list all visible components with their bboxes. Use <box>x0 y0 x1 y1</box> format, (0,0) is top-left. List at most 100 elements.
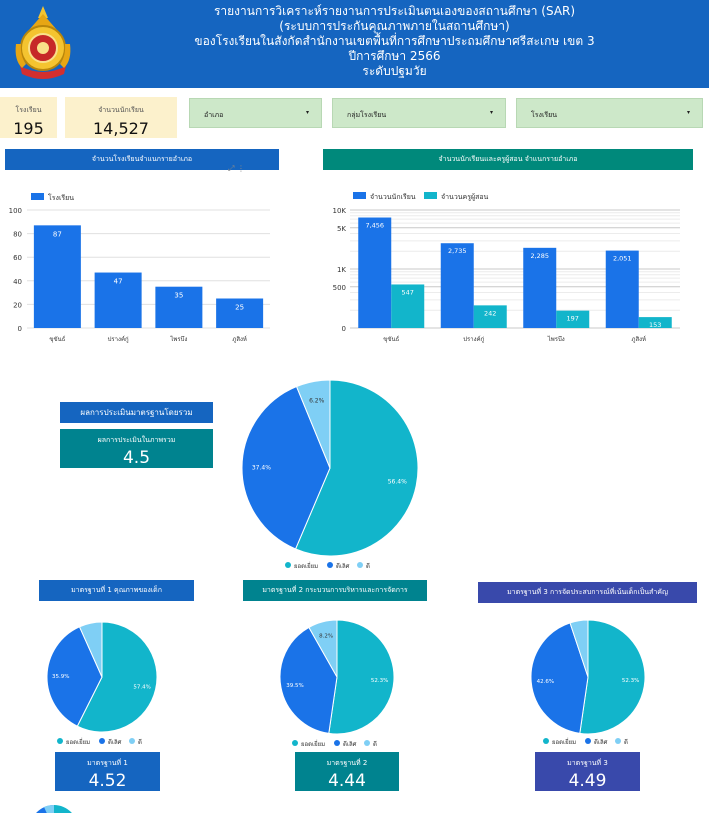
bar-value-label: 7,456 <box>365 222 384 230</box>
legend-swatch-schools <box>31 193 44 200</box>
bar-schools <box>94 272 142 328</box>
bar-students <box>605 250 639 328</box>
pie-slice <box>579 619 646 735</box>
bar-teachers <box>473 305 507 328</box>
chevron-down-icon: ▾ <box>489 109 493 116</box>
header-title-line-4: ปีการศึกษา 2566 <box>348 49 441 63</box>
chart-tools-icon[interactable]: ⤢ ⋮ <box>228 164 245 173</box>
overall-score-label: ผลการประเมินในภาพรวม <box>97 436 176 444</box>
next-section-pie-partial <box>36 804 72 813</box>
standard-1-pie-chart: 57.4% 35.9% ยอดเยี่ยม ดีเลิศ ดี <box>46 621 158 746</box>
x-tick-label: ขุขันธ์ <box>49 335 65 343</box>
standard-1-title: มาตรฐานที่ 1 คุณภาพของเด็ก <box>39 580 194 601</box>
legend-label-students: จำนวนนักเรียน <box>370 193 416 201</box>
legend-label: ดี <box>624 738 628 746</box>
bar-students <box>523 247 557 328</box>
y-tick-label: 100 <box>9 207 22 215</box>
legend-label: ดี <box>373 740 377 748</box>
chevron-down-icon: ▾ <box>686 109 690 116</box>
x-tick-label: ภูสิงห์ <box>631 335 646 343</box>
bar-value-label: 2,735 <box>448 247 467 255</box>
legend-dot <box>543 738 549 744</box>
legend-dot <box>129 738 135 744</box>
pie-slice <box>294 379 419 557</box>
school-group-filter-dropdown[interactable]: กลุ่มโรงเรียน ▾ <box>332 98 506 128</box>
pie-value-label: 6.2% <box>309 398 325 405</box>
bar-schools <box>155 286 203 328</box>
standard-2-score-value: 4.44 <box>328 771 366 791</box>
standard-1-score-label: มาตรฐานที่ 1 <box>87 759 128 767</box>
pie-slice <box>76 621 158 733</box>
y-tick-label: 10K <box>333 207 347 215</box>
y-tick-label: 20 <box>13 301 22 309</box>
header-title-line-5: ระดับปฐมวัย <box>362 64 427 78</box>
overall-pie-chart: 56.4% 37.4% 6.2% ยอดเยี่ยม ดีเลิศ ดี <box>241 379 419 570</box>
standard-1-score-box: มาตรฐานที่ 1 4.52 <box>55 752 160 791</box>
kpi-schools-card: โรงเรียน 195 <box>0 97 57 138</box>
standard-1-score-value: 4.52 <box>88 771 127 791</box>
legend-dot <box>57 738 63 744</box>
legend-swatch-teachers <box>424 192 437 199</box>
bar-value-label: 2,051 <box>613 255 632 263</box>
standard-3-title: มาตรฐานที่ 3 การจัดประสบการณ์ที่เน้นเด็ก… <box>478 582 697 603</box>
legend-label: ดี <box>366 562 370 570</box>
district-filter-label: อำเภอ <box>204 111 224 119</box>
legend-label: ดีเลิศ <box>343 740 357 748</box>
legend-dot <box>334 740 340 746</box>
district-filter-dropdown[interactable]: อำเภอ ▾ <box>189 98 322 128</box>
bar-value-label: 47 <box>114 278 123 286</box>
x-tick-label: ไพรบึง <box>547 335 565 343</box>
y-tick-label: 60 <box>13 254 22 262</box>
legend-label: ดีเลิศ <box>108 738 122 746</box>
legend-dot <box>364 740 370 746</box>
legend-dot <box>327 562 333 568</box>
y-tick-label: 40 <box>13 278 22 286</box>
header-title-line-3: ของโรงเรียนในสังกัดสำนักงานเขตพื้นที่การ… <box>194 34 595 48</box>
legend-label: ดีเลิศ <box>336 562 350 570</box>
kpi-students-label: จำนวนนักเรียน <box>98 106 144 114</box>
standard-2-title: มาตรฐานที่ 2 กระบวนการบริหารและการจัดการ <box>243 580 427 601</box>
pie-slice <box>328 619 395 735</box>
pie-slice <box>295 379 331 469</box>
legend-dot <box>292 740 298 746</box>
bar-value-label: 87 <box>53 230 62 238</box>
bar-value-label: 547 <box>402 288 414 296</box>
y-tick-label: 500 <box>333 284 346 292</box>
legend-dot <box>99 738 105 744</box>
legend-dot <box>285 562 291 568</box>
pie-value-label: 42.6% <box>537 679 554 685</box>
pie-value-label: 52.3% <box>371 678 388 684</box>
schools-chart-title: จำนวนโรงเรียนจำแนกรายอำเภอ <box>5 149 279 170</box>
legend-label: ยอดเยี่ยม <box>66 738 90 746</box>
pie-value-label: 37.4% <box>252 465 271 472</box>
standard-3-score-label: มาตรฐานที่ 3 <box>567 759 608 767</box>
partial-pie-slice <box>44 804 54 813</box>
header-banner: รายงานการวิเคราะห์รายงานการประเมินตนเองข… <box>0 0 709 88</box>
pie-slice <box>46 626 103 727</box>
pie-value-label: 52.3% <box>622 678 639 684</box>
overall-score-box: ผลการประเมินในภาพรวม 4.5 <box>60 429 213 468</box>
x-tick-label: ปรางค์กู่ <box>463 335 484 343</box>
standard-2-score-label: มาตรฐานที่ 2 <box>326 759 368 767</box>
header-title-line-1: รายงานการวิเคราะห์รายงานการประเมินตนเองข… <box>213 4 576 18</box>
students-teachers-chart-title: จำนวนนักเรียนและครูผู้สอน จำแนกรายอำเภอ <box>323 149 693 170</box>
header-title-line-2: (ระบบการประกันคุณภาพภายในสถานศึกษา) <box>279 19 510 33</box>
bar-value-label: 197 <box>567 315 579 323</box>
pie-slice <box>308 619 338 679</box>
legend-dot <box>585 738 591 744</box>
legend-dot <box>357 562 363 568</box>
pie-slice <box>569 619 589 678</box>
legend-dot <box>615 738 621 744</box>
pie-value-label: 8.2% <box>319 634 333 640</box>
pie-slice <box>241 385 331 550</box>
kpi-schools-value: 195 <box>13 119 44 138</box>
pie-value-label: 39.5% <box>286 683 303 689</box>
bar-teachers <box>391 284 425 328</box>
bar-value-label: 25 <box>235 304 244 312</box>
pie-slice <box>530 622 589 734</box>
kpi-students-value: 14,527 <box>93 119 149 138</box>
school-filter-dropdown[interactable]: โรงเรียน ▾ <box>516 98 703 128</box>
pie-slice <box>279 626 338 734</box>
pie-value-label: 56.4% <box>388 479 407 486</box>
y-tick-label: 0 <box>18 325 22 333</box>
